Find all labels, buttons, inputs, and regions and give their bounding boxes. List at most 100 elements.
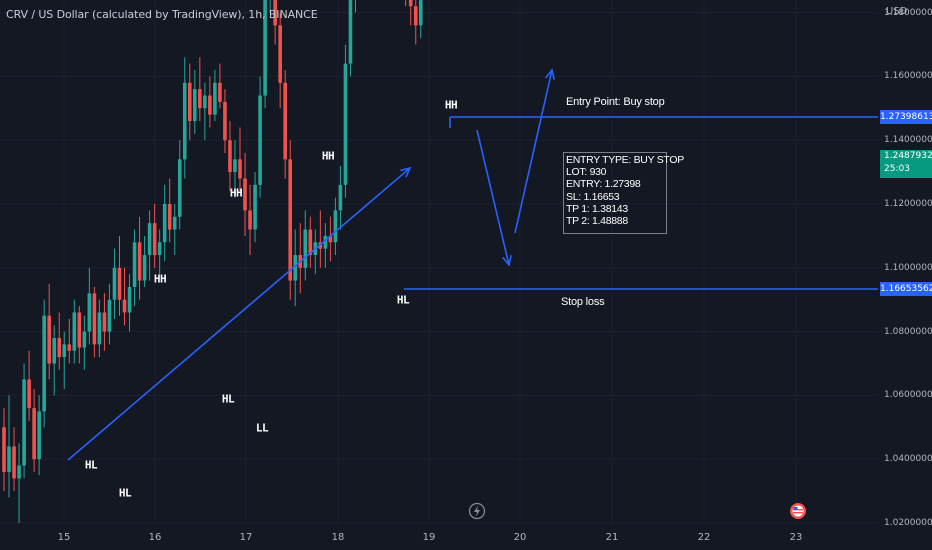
swing-label-hl: HL xyxy=(84,458,98,472)
price-tick-label: 1.02000000 xyxy=(884,518,932,528)
candle-body xyxy=(47,315,51,364)
grid-lines xyxy=(0,0,878,524)
price-tick-label: 1.04000000 xyxy=(884,454,932,465)
swing-label-hh: HH xyxy=(444,98,458,112)
projection-up xyxy=(514,69,553,234)
candle-body xyxy=(338,184,343,211)
candle-body xyxy=(333,210,338,243)
candle-body xyxy=(293,255,298,281)
price-tick-label: 1.16000000 xyxy=(884,71,932,82)
candle-body xyxy=(348,0,353,64)
candle-body xyxy=(97,312,102,345)
candle-body xyxy=(413,6,418,26)
candle-body xyxy=(187,82,192,122)
candle-body xyxy=(102,312,107,332)
candle-body xyxy=(7,446,11,472)
candle-body xyxy=(278,25,282,83)
lot-line: LOT: 930 xyxy=(566,166,607,179)
time-tick-label: 23 xyxy=(789,532,803,543)
candle-body xyxy=(32,408,36,460)
candle-body xyxy=(263,0,267,96)
price-tick-label: 1.08000000 xyxy=(884,326,932,337)
candle-body xyxy=(12,446,16,479)
time-tick-label: 17 xyxy=(239,532,253,543)
bar-countdown: 25:03 xyxy=(884,164,910,174)
candle-body xyxy=(223,101,227,141)
price-axis-panel[interactable] xyxy=(878,0,932,550)
candle-body xyxy=(67,344,72,351)
stop-loss-text[interactable]: Stop loss xyxy=(561,296,605,308)
candle-body xyxy=(142,255,147,281)
candle-body xyxy=(2,427,6,472)
candle-body xyxy=(203,95,207,109)
candle-body xyxy=(87,293,92,332)
projection-down-head xyxy=(502,255,512,267)
trend-arrow-head xyxy=(400,166,412,178)
candle-body xyxy=(288,159,293,281)
candle-body xyxy=(117,267,122,300)
price-tick-label: 1.18000000 xyxy=(884,7,932,18)
candle-body xyxy=(122,299,127,313)
entry-type-line: ENTRY TYPE: BUY STOP xyxy=(566,154,684,166)
time-tick-label: 19 xyxy=(422,532,436,543)
candle-body xyxy=(112,267,117,300)
candle-body xyxy=(208,95,212,115)
currency-label: USD xyxy=(886,6,908,17)
candle-body xyxy=(308,229,313,256)
entry-line: ENTRY: 1.27398 xyxy=(566,178,641,191)
candle-body xyxy=(182,82,187,160)
candle-body xyxy=(37,411,41,460)
candle-body xyxy=(283,82,287,160)
candle-body xyxy=(243,178,247,211)
time-tick-label: 20 xyxy=(513,532,527,543)
candle-body xyxy=(258,95,262,185)
candle-body xyxy=(177,159,182,217)
us-flag-icon[interactable] xyxy=(789,502,807,520)
candle-body xyxy=(82,331,87,348)
swing-label-hl: HL xyxy=(221,392,235,406)
trade-info-box[interactable]: ENTRY TYPE: BUY STOP LOT: 930 ENTRY: 1.2… xyxy=(563,152,684,234)
candle-body xyxy=(107,299,112,332)
candle-body xyxy=(198,89,202,109)
symbol-title[interactable]: CRV / US Dollar (calculated by TradingVi… xyxy=(6,8,318,21)
time-axis-panel[interactable] xyxy=(0,524,932,550)
swing-label-hl: HL xyxy=(396,293,410,307)
projection-up-head xyxy=(545,68,556,80)
candle-body xyxy=(57,337,62,358)
candle-body xyxy=(303,229,308,268)
candle-body xyxy=(193,89,197,122)
candle-body xyxy=(238,159,242,179)
candle-body xyxy=(52,337,57,364)
bolt-icon[interactable] xyxy=(468,502,486,520)
time-tick-label: 21 xyxy=(605,532,619,543)
swing-label-ll: LL xyxy=(255,421,269,435)
candle-body xyxy=(172,216,177,230)
price-tick-label: 1.06000000 xyxy=(884,390,932,401)
candle-body xyxy=(72,312,77,351)
candle-body xyxy=(147,223,152,256)
candle-body xyxy=(253,184,257,230)
time-tick-label: 16 xyxy=(148,532,162,543)
candle-body xyxy=(167,204,172,230)
candle-body xyxy=(152,223,157,256)
projection-down xyxy=(476,129,510,266)
candle-body xyxy=(157,242,162,256)
candle-body xyxy=(248,210,252,230)
swing-label-hl: HL xyxy=(118,486,132,500)
price-tick-label: 1.12000000 xyxy=(884,199,932,209)
candle-body xyxy=(92,293,97,345)
candle-body xyxy=(218,82,222,102)
candle-body xyxy=(228,140,232,173)
time-tick-label: 18 xyxy=(331,532,345,543)
candle-body xyxy=(213,82,217,115)
candle-body xyxy=(77,312,82,348)
tp2-line: TP 2: 1.48888 xyxy=(566,215,628,228)
price-tick-label: 1.14000000 xyxy=(884,135,932,146)
swing-label-hh: HH xyxy=(153,272,167,286)
time-tick-label: 15 xyxy=(57,532,71,543)
candle-body xyxy=(233,159,237,173)
entry-point-text[interactable]: Entry Point: Buy stop xyxy=(566,96,665,108)
candle-body xyxy=(162,204,167,243)
